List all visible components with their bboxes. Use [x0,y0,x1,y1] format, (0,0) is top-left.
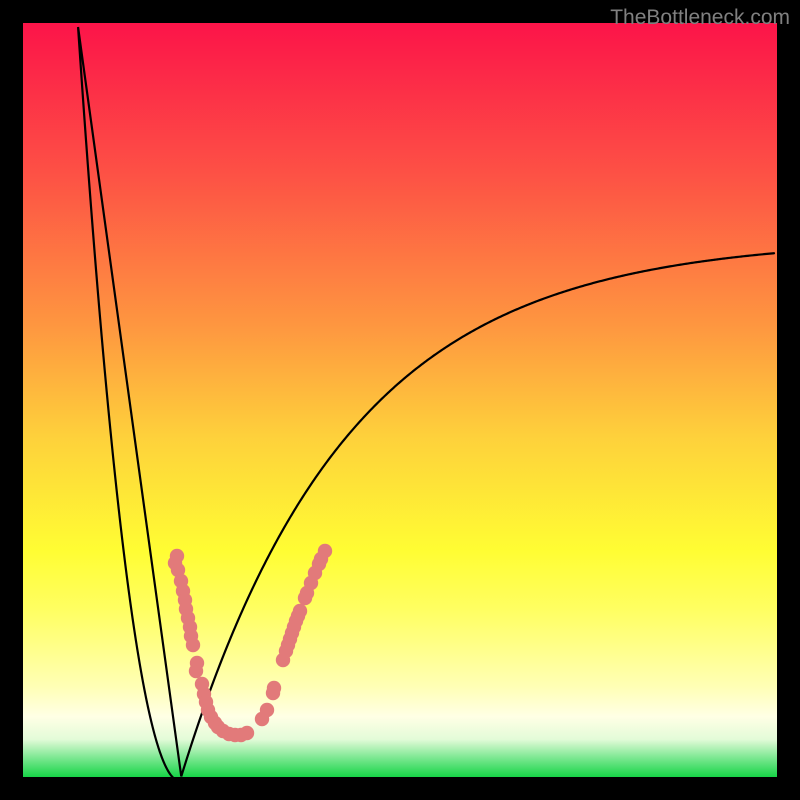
data-point [267,681,281,695]
data-point [240,726,254,740]
data-point [318,544,332,558]
data-point [293,604,307,618]
plot-background-gradient [23,23,777,777]
chart-svg [0,0,800,800]
data-point [189,664,203,678]
data-point [260,703,274,717]
bottleneck-chart: TheBottleneck.com [0,0,800,800]
data-point [186,638,200,652]
